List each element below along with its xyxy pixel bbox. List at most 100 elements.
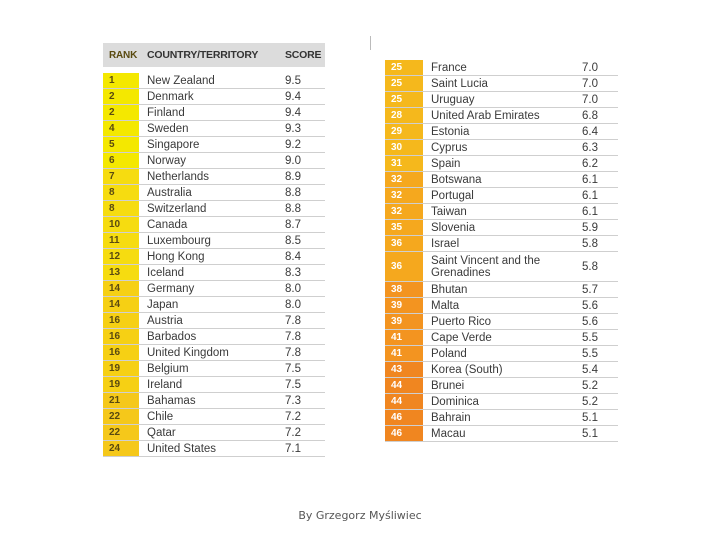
score-cell: 7.8 (285, 330, 301, 343)
rank-cell: 46 (385, 410, 423, 425)
rank-cell: 39 (385, 298, 423, 313)
country-cell: Malta (431, 299, 460, 312)
table-row: 19 Belgium 7.5 (103, 361, 325, 377)
table-row: 13 Iceland 8.3 (103, 265, 325, 281)
country-cell: Brunei (431, 379, 465, 392)
score-cell: 7.8 (285, 346, 301, 359)
score-cell: 7.1 (285, 442, 301, 455)
table-row: 22 Chile 7.2 (103, 409, 325, 425)
rank-cell: 16 (103, 313, 139, 328)
score-cell: 9.0 (285, 154, 301, 167)
score-cell: 5.2 (582, 395, 598, 408)
rank-cell: 32 (385, 172, 423, 187)
country-cell: Cyprus (431, 141, 468, 154)
table-body-left: 1 New Zealand 9.5 2 Denmark 9.4 2 Finland 9.4 4 Sw… (103, 73, 325, 457)
country-cell: Japan (147, 298, 179, 311)
table-row: 10 Canada 8.7 (103, 217, 325, 233)
rank-cell: 16 (103, 329, 139, 344)
score-cell: 6.1 (582, 189, 598, 202)
score-cell: 5.5 (582, 331, 598, 344)
score-cell: 8.8 (285, 202, 301, 215)
rank-cell: 19 (103, 377, 139, 392)
table-row: 14 Germany 8.0 (103, 281, 325, 297)
table-body-right: 25 France 7.0 25 Saint Lucia 7.0 25 Uruguay 7.0 2… (385, 60, 618, 442)
header-rank: RANK (109, 49, 138, 61)
country-cell: Iceland (147, 266, 185, 279)
table-row: 19 Ireland 7.5 (103, 377, 325, 393)
table-row: 39 Malta 5.6 (385, 298, 618, 314)
score-cell: 5.4 (582, 363, 598, 376)
table-row: 16 United Kingdom 7.8 (103, 345, 325, 361)
rank-cell: 36 (385, 252, 423, 281)
country-cell: Barbados (147, 330, 197, 343)
divider-mark (370, 36, 371, 50)
country-cell: Spain (431, 157, 461, 170)
header-score: SCORE (285, 49, 322, 61)
score-cell: 7.0 (582, 77, 598, 90)
rank-cell: 39 (385, 314, 423, 329)
table-row: 41 Poland 5.5 (385, 346, 618, 362)
rank-cell: 32 (385, 204, 423, 219)
country-cell: Slovenia (431, 221, 476, 234)
rank-cell: 44 (385, 394, 423, 409)
rank-cell: 38 (385, 282, 423, 297)
table-row: 2 Finland 9.4 (103, 105, 325, 121)
rank-cell: 4 (103, 121, 139, 136)
header-country: COUNTRY/TERRITORY (147, 49, 259, 61)
table-row: 14 Japan 8.0 (103, 297, 325, 313)
rank-cell: 7 (103, 169, 139, 184)
table-row: 32 Botswana 6.1 (385, 172, 618, 188)
table-row: 8 Switzerland 8.8 (103, 201, 325, 217)
score-cell: 5.5 (582, 347, 598, 360)
country-cell: New Zealand (147, 74, 215, 87)
table-row: 5 Singapore 9.2 (103, 137, 325, 153)
score-cell: 9.4 (285, 106, 301, 119)
country-cell: Denmark (147, 90, 194, 103)
table-row: 8 Australia 8.8 (103, 185, 325, 201)
score-cell: 8.3 (285, 266, 301, 279)
rank-cell: 2 (103, 105, 139, 120)
table-row: 25 Saint Lucia 7.0 (385, 76, 618, 92)
score-cell: 5.1 (582, 411, 598, 424)
country-cell: Belgium (147, 362, 189, 375)
score-cell: 6.2 (582, 157, 598, 170)
country-cell: Dominica (431, 395, 479, 408)
table-header: RANK COUNTRY/TERRITORY SCORE (103, 43, 325, 67)
rank-cell: 14 (103, 297, 139, 312)
table-row: 4 Sweden 9.3 (103, 121, 325, 137)
country-cell: Finland (147, 106, 185, 119)
score-cell: 7.0 (582, 61, 598, 74)
rank-cell: 25 (385, 92, 423, 107)
table-row: 2 Denmark 9.4 (103, 89, 325, 105)
score-cell: 8.0 (285, 298, 301, 311)
country-cell: Poland (431, 347, 467, 360)
score-cell: 7.3 (285, 394, 301, 407)
rank-cell: 41 (385, 346, 423, 361)
table-row: 11 Luxembourg 8.5 (103, 233, 325, 249)
rank-cell: 11 (103, 233, 139, 248)
score-cell: 8.4 (285, 250, 301, 263)
score-cell: 7.2 (285, 410, 301, 423)
score-cell: 9.4 (285, 90, 301, 103)
country-cell: United Arab Emirates (431, 109, 540, 122)
table-row: 28 United Arab Emirates 6.8 (385, 108, 618, 124)
score-cell: 7.8 (285, 314, 301, 327)
country-cell: Puerto Rico (431, 315, 492, 328)
rank-cell: 10 (103, 217, 139, 232)
score-cell: 9.5 (285, 74, 301, 87)
score-cell: 5.8 (582, 260, 598, 273)
country-cell: Macau (431, 427, 466, 440)
score-cell: 6.1 (582, 205, 598, 218)
country-cell: Uruguay (431, 93, 475, 106)
country-cell: Israel (431, 237, 460, 250)
country-cell: Estonia (431, 125, 470, 138)
table-row: 36 Israel 5.8 (385, 236, 618, 252)
rank-cell: 31 (385, 156, 423, 171)
rank-cell: 30 (385, 140, 423, 155)
table-row: 44 Brunei 5.2 (385, 378, 618, 394)
country-cell: Luxembourg (147, 234, 211, 247)
rank-cell: 41 (385, 330, 423, 345)
table-row: 36 Saint Vincent and the Grenadines 5.8 (385, 252, 618, 282)
table-row: 41 Cape Verde 5.5 (385, 330, 618, 346)
score-cell: 5.7 (582, 283, 598, 296)
